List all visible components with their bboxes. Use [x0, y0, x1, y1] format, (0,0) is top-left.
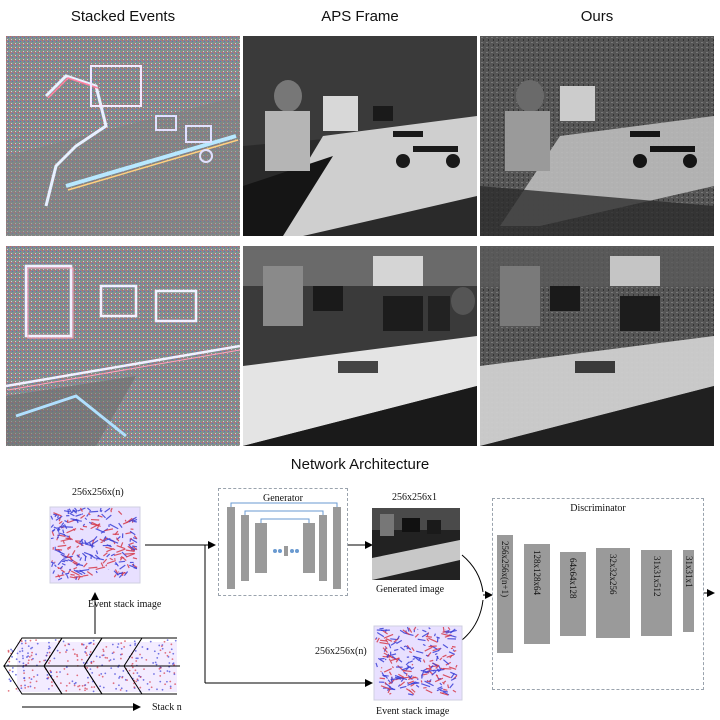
generator-encoder-layer-2: [241, 515, 249, 581]
second-event-stack-caption: Event stack image: [376, 706, 450, 717]
discriminator-layer: 64x64x128: [560, 552, 586, 636]
generator-encoder-layer-1: [227, 507, 235, 589]
column-title-aps-frame: APS Frame: [321, 8, 399, 25]
stacked-events-image-1: [6, 36, 240, 236]
generated-caption: Generated image: [376, 584, 445, 595]
event-stack-frames: [2, 634, 182, 698]
generated-dims-label: 256x256x1: [392, 492, 437, 503]
ours-image-2: [480, 246, 714, 446]
discriminator-layer: 31x31x512: [641, 550, 672, 636]
discriminator-layer-label: 31x31x512: [651, 556, 662, 597]
discriminator-layer: 32x32x256: [596, 548, 630, 638]
network-architecture-title: Network Architecture: [290, 456, 430, 473]
generator-box: Generator: [218, 488, 348, 596]
aps-frame-image-2: [243, 246, 477, 446]
generator-decoder-layer-2: [319, 515, 327, 581]
generator-decoder-layer-3: [333, 507, 341, 589]
generator-encoder-layer-3: [255, 523, 267, 573]
generator-decoder-layer-1: [303, 523, 315, 573]
discriminator-layer-label: 31x31x1: [683, 556, 694, 588]
ours-image-1: [480, 36, 714, 236]
discriminator-layer: 256x256x(n+1): [497, 535, 513, 653]
discriminator-layer-label: 32x32x256: [608, 554, 618, 595]
generated-image: [372, 508, 460, 580]
discriminator-layer: 31x31x1: [683, 550, 694, 632]
discriminator-layer: 128x128x64: [524, 544, 550, 644]
column-title-ours: Ours: [580, 8, 614, 25]
second-input-dims-label: 256x256x(n): [315, 646, 367, 657]
discriminator-layer-label: 256x256x(n+1): [500, 541, 510, 598]
event-stack-caption: Event stack image: [88, 599, 162, 610]
stacked-events-image-2: [6, 246, 240, 446]
discriminator-layer-label: 64x64x128: [568, 558, 578, 599]
aps-frame-image-1: [243, 36, 477, 236]
generator-skip-connections: [230, 502, 338, 523]
second-event-stack-cube: [372, 624, 464, 702]
column-title-stacked-events: Stacked Events: [70, 8, 176, 25]
generator-title: Generator: [263, 493, 303, 504]
event-stack-cube: [48, 505, 143, 585]
generator-bottleneck-dots: [271, 543, 301, 556]
discriminator-layer-label: 128x128x64: [532, 550, 542, 595]
discriminator-title: Discriminator: [570, 503, 626, 514]
input-dims-label: 256x256x(n): [72, 487, 124, 498]
stack-caption: Stack n: [152, 702, 182, 713]
